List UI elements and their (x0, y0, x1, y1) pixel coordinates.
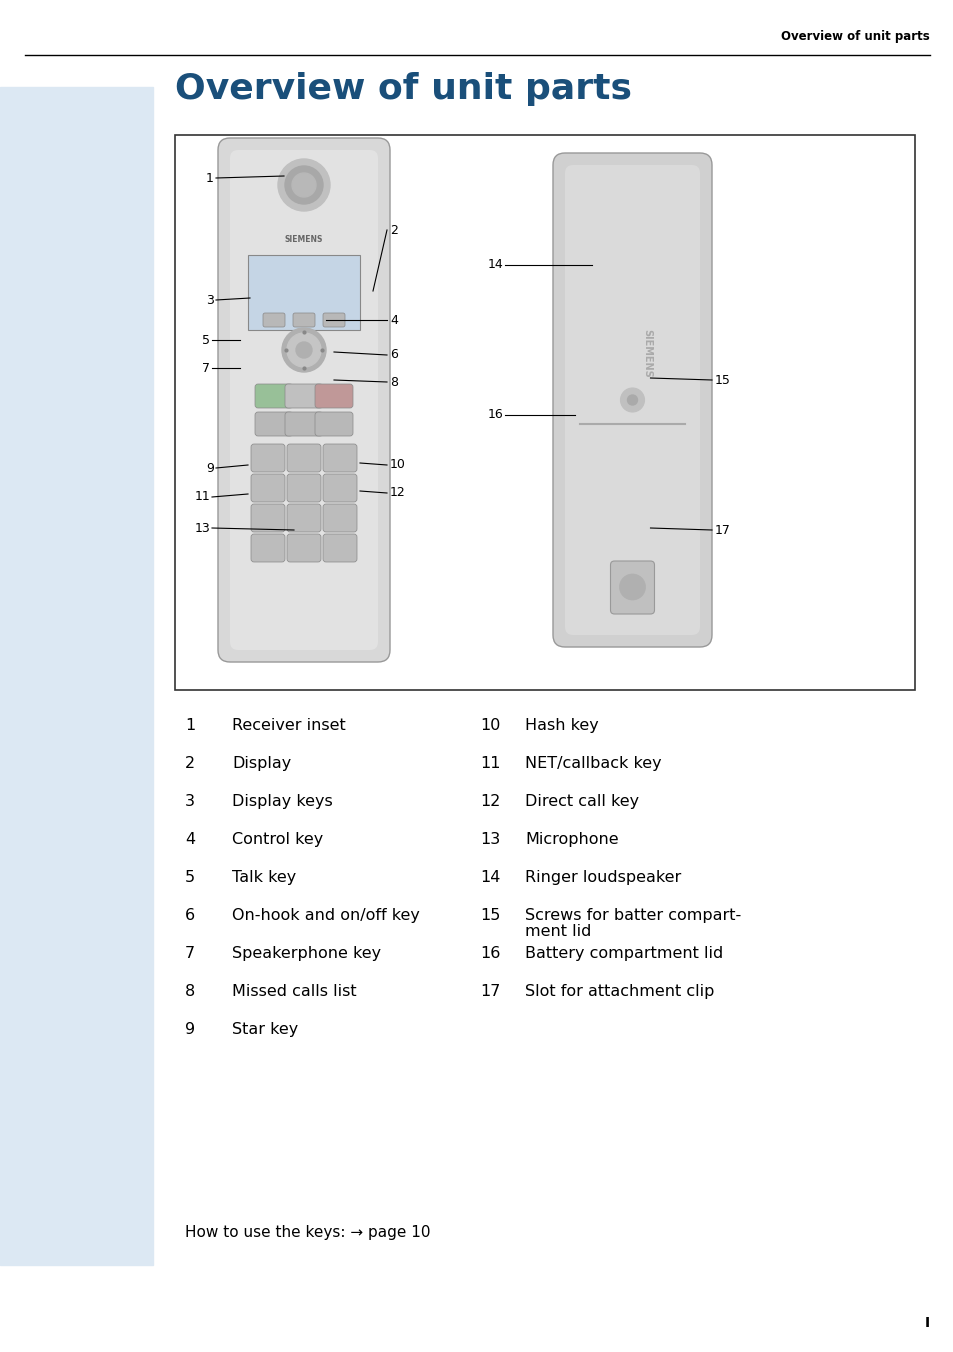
Text: 14: 14 (487, 258, 502, 272)
FancyBboxPatch shape (323, 443, 356, 472)
FancyBboxPatch shape (323, 475, 356, 502)
Text: 7: 7 (202, 361, 210, 375)
Bar (174, 135, 914, 690)
FancyBboxPatch shape (251, 534, 285, 562)
Text: 9: 9 (185, 1022, 195, 1037)
FancyBboxPatch shape (314, 412, 353, 435)
Text: 5: 5 (202, 334, 210, 346)
Text: Control key: Control key (232, 831, 323, 846)
Text: 5: 5 (185, 869, 195, 886)
FancyBboxPatch shape (287, 443, 320, 472)
Text: 16: 16 (479, 946, 500, 961)
Text: 4: 4 (185, 831, 195, 846)
Text: How to use the keys: → page 10: How to use the keys: → page 10 (185, 1225, 430, 1240)
FancyBboxPatch shape (251, 443, 285, 472)
Text: 13: 13 (479, 831, 499, 846)
Bar (0, 87, 152, 1265)
FancyBboxPatch shape (610, 561, 654, 614)
FancyBboxPatch shape (230, 150, 377, 650)
Text: 1: 1 (206, 172, 213, 184)
Text: 10: 10 (479, 718, 500, 733)
Text: Talk key: Talk key (232, 869, 296, 886)
Circle shape (282, 329, 326, 372)
Text: On-hook and on/off key: On-hook and on/off key (232, 909, 419, 923)
FancyBboxPatch shape (314, 384, 353, 408)
FancyBboxPatch shape (254, 384, 293, 408)
Text: 12: 12 (479, 794, 500, 808)
FancyBboxPatch shape (285, 412, 323, 435)
Text: 13: 13 (194, 522, 210, 534)
Text: Screws for batter compart-: Screws for batter compart- (524, 909, 740, 923)
Text: 4: 4 (390, 314, 397, 326)
Circle shape (287, 333, 320, 366)
FancyBboxPatch shape (323, 314, 345, 327)
Text: SIEMENS: SIEMENS (641, 329, 652, 377)
Text: 12: 12 (390, 487, 405, 499)
Circle shape (285, 166, 323, 204)
Text: Missed calls list: Missed calls list (232, 984, 356, 999)
Text: 11: 11 (479, 756, 500, 771)
Text: 2: 2 (185, 756, 195, 771)
FancyBboxPatch shape (323, 504, 356, 531)
FancyBboxPatch shape (263, 314, 285, 327)
FancyBboxPatch shape (564, 165, 700, 635)
FancyBboxPatch shape (218, 138, 390, 662)
Text: I: I (923, 1315, 929, 1330)
FancyBboxPatch shape (287, 504, 320, 531)
Circle shape (295, 342, 312, 358)
FancyBboxPatch shape (285, 384, 323, 408)
Text: 15: 15 (479, 909, 500, 923)
Text: 6: 6 (185, 909, 195, 923)
Text: Speakerphone key: Speakerphone key (232, 946, 381, 961)
Text: 15: 15 (714, 373, 730, 387)
Text: ment lid: ment lid (524, 923, 591, 940)
FancyBboxPatch shape (287, 534, 320, 562)
Text: 1: 1 (185, 718, 195, 733)
Text: 17: 17 (479, 984, 500, 999)
Text: Display: Display (232, 756, 291, 771)
Text: Hash key: Hash key (524, 718, 598, 733)
Text: 11: 11 (194, 491, 210, 503)
Text: 6: 6 (390, 349, 397, 361)
Text: 3: 3 (206, 293, 213, 307)
Text: Slot for attachment clip: Slot for attachment clip (524, 984, 714, 999)
Text: Star key: Star key (232, 1022, 298, 1037)
Text: 14: 14 (479, 869, 500, 886)
FancyBboxPatch shape (251, 504, 285, 531)
Circle shape (292, 173, 315, 197)
Text: Microphone: Microphone (524, 831, 618, 846)
Text: Direct call key: Direct call key (524, 794, 639, 808)
Text: 8: 8 (185, 984, 195, 999)
Bar (248, 256, 359, 330)
Text: 17: 17 (714, 523, 730, 537)
Text: Overview of unit parts: Overview of unit parts (781, 30, 929, 43)
Text: Battery compartment lid: Battery compartment lid (524, 946, 722, 961)
Text: Display keys: Display keys (232, 794, 333, 808)
Text: 10: 10 (390, 458, 405, 472)
Text: SIEMENS: SIEMENS (285, 235, 323, 245)
Text: 16: 16 (487, 408, 502, 422)
FancyBboxPatch shape (254, 412, 293, 435)
Text: NET/callback key: NET/callback key (524, 756, 661, 771)
Text: 3: 3 (185, 794, 194, 808)
Text: Receiver inset: Receiver inset (232, 718, 345, 733)
Text: 8: 8 (390, 376, 397, 388)
FancyBboxPatch shape (287, 475, 320, 502)
Circle shape (627, 395, 637, 406)
Text: 9: 9 (206, 461, 213, 475)
Circle shape (619, 388, 644, 412)
FancyBboxPatch shape (553, 153, 711, 648)
Text: Overview of unit parts: Overview of unit parts (174, 72, 631, 105)
Text: 7: 7 (185, 946, 195, 961)
FancyBboxPatch shape (293, 314, 314, 327)
FancyBboxPatch shape (251, 475, 285, 502)
Circle shape (277, 160, 330, 211)
Circle shape (618, 575, 645, 600)
Text: Ringer loudspeaker: Ringer loudspeaker (524, 869, 680, 886)
FancyBboxPatch shape (323, 534, 356, 562)
Text: 2: 2 (390, 223, 397, 237)
